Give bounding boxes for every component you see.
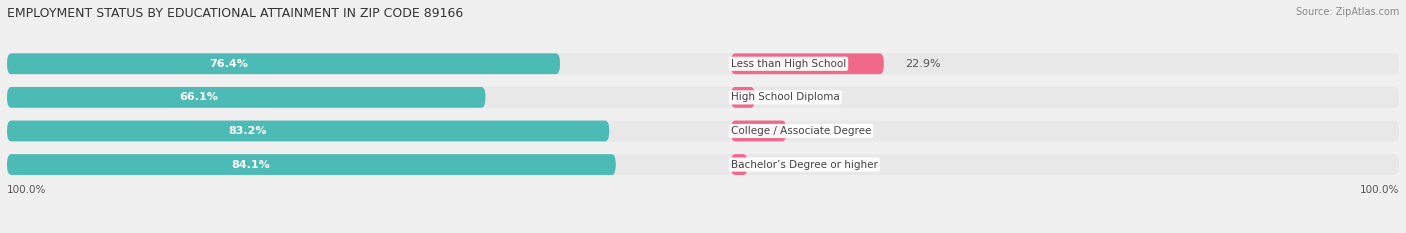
Text: 2.5%: 2.5% — [769, 160, 797, 170]
FancyBboxPatch shape — [7, 120, 1399, 141]
FancyBboxPatch shape — [731, 120, 786, 141]
FancyBboxPatch shape — [731, 53, 884, 74]
Text: 22.9%: 22.9% — [904, 59, 941, 69]
Text: Bachelor’s Degree or higher: Bachelor’s Degree or higher — [731, 160, 877, 170]
FancyBboxPatch shape — [7, 87, 1399, 108]
Text: 66.1%: 66.1% — [179, 92, 218, 102]
Text: Source: ZipAtlas.com: Source: ZipAtlas.com — [1295, 7, 1399, 17]
Text: Less than High School: Less than High School — [731, 59, 846, 69]
FancyBboxPatch shape — [7, 53, 560, 74]
Text: 76.4%: 76.4% — [208, 59, 247, 69]
Text: 100.0%: 100.0% — [1360, 185, 1399, 195]
FancyBboxPatch shape — [7, 53, 1399, 74]
FancyBboxPatch shape — [731, 87, 755, 108]
FancyBboxPatch shape — [7, 120, 609, 141]
FancyBboxPatch shape — [731, 154, 748, 175]
Text: 84.1%: 84.1% — [231, 160, 270, 170]
FancyBboxPatch shape — [7, 154, 1399, 175]
Text: 8.3%: 8.3% — [807, 126, 835, 136]
Text: EMPLOYMENT STATUS BY EDUCATIONAL ATTAINMENT IN ZIP CODE 89166: EMPLOYMENT STATUS BY EDUCATIONAL ATTAINM… — [7, 7, 464, 20]
FancyBboxPatch shape — [7, 87, 485, 108]
Text: 83.2%: 83.2% — [229, 126, 267, 136]
FancyBboxPatch shape — [7, 154, 616, 175]
Text: 3.6%: 3.6% — [776, 92, 804, 102]
Text: College / Associate Degree: College / Associate Degree — [731, 126, 872, 136]
Text: High School Diploma: High School Diploma — [731, 92, 839, 102]
Text: 100.0%: 100.0% — [7, 185, 46, 195]
